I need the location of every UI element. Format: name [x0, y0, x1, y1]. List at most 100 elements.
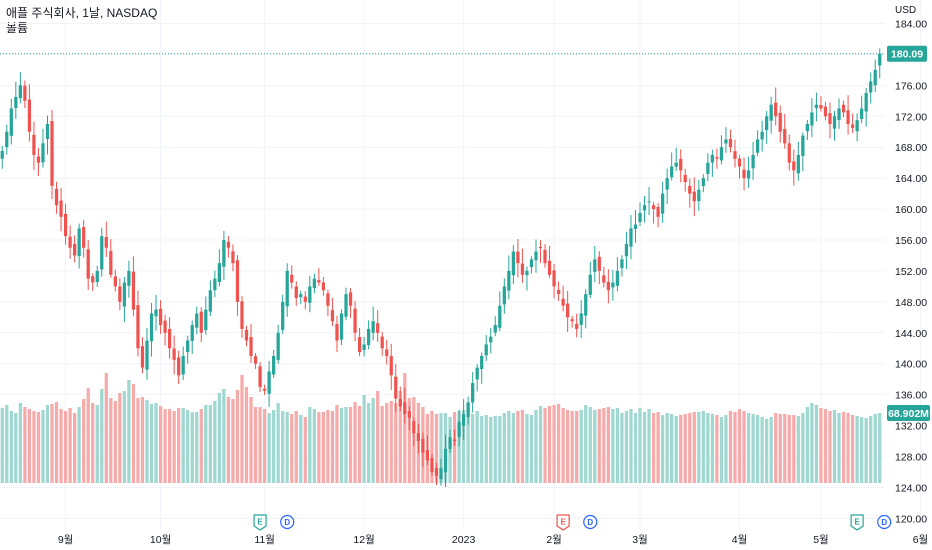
- volume-bar: [235, 390, 240, 483]
- volume-bar: [335, 405, 339, 483]
- volume-bar: [471, 414, 475, 483]
- candle-body: [606, 281, 610, 291]
- volume-bar: [688, 413, 692, 483]
- candle-body: [697, 189, 701, 202]
- volume-bar: [760, 417, 764, 483]
- candle-body: [692, 191, 696, 202]
- candle-body: [760, 131, 764, 140]
- candle-body: [190, 325, 194, 341]
- candle-body: [579, 313, 583, 325]
- volume-bar: [620, 413, 624, 483]
- volume-bar: [367, 403, 371, 483]
- candle-body: [534, 251, 538, 261]
- volume-bar: [869, 416, 873, 483]
- volume-bar: [796, 416, 800, 483]
- candle-body: [0, 151, 4, 159]
- candle-body: [272, 356, 276, 375]
- candle-body: [158, 308, 163, 326]
- dividend-marker-label: D: [284, 518, 290, 527]
- volume-bar: [177, 408, 181, 483]
- candle-body: [878, 53, 882, 66]
- candle-body: [543, 249, 547, 264]
- volume-bar: [217, 393, 221, 483]
- candle-body: [737, 158, 742, 167]
- candle-body: [552, 270, 556, 287]
- earnings-icon: [253, 514, 267, 531]
- candle-body: [398, 399, 402, 407]
- candle-body: [520, 263, 525, 275]
- volume-bar: [661, 415, 665, 483]
- volume-bar: [136, 398, 140, 483]
- volume-bar: [276, 403, 280, 483]
- volume-bar: [629, 409, 633, 483]
- volume-bar: [733, 412, 737, 483]
- volume-bar: [850, 415, 855, 483]
- candle-body: [113, 276, 117, 287]
- volume-bar: [167, 409, 172, 483]
- candle-body: [281, 301, 285, 330]
- volume-bar: [593, 410, 597, 483]
- last-price-tag: [887, 45, 927, 62]
- candle-body: [457, 421, 461, 438]
- candle-body: [633, 224, 638, 229]
- volume-bar: [104, 373, 108, 483]
- candle-body: [344, 294, 348, 317]
- x-tick-label: 9월: [58, 534, 74, 546]
- candle-body: [624, 243, 629, 257]
- volume-bar: [475, 411, 479, 483]
- volume-bar: [765, 419, 769, 483]
- candle-body: [41, 143, 45, 163]
- candle-body: [285, 270, 289, 307]
- volume-bar: [538, 406, 543, 483]
- candle-body: [493, 325, 497, 333]
- volume-bar: [63, 411, 68, 483]
- time-axis[interactable]: 9월 10월 11월 12월 2023 2월 3월 4월 5월 6월: [58, 534, 928, 546]
- volume-bar: [267, 413, 271, 483]
- candle-body: [575, 323, 579, 329]
- x-tick-label: 12월: [353, 534, 374, 546]
- candle-body: [226, 241, 231, 248]
- grid-lines: [0, 0, 921, 530]
- volume-bar: [68, 408, 72, 483]
- candle-body: [823, 106, 828, 117]
- volume-bar: [502, 413, 506, 483]
- candle-body: [841, 104, 846, 113]
- candle-body: [471, 383, 475, 403]
- volume-bar: [140, 397, 145, 483]
- volume-bar: [244, 387, 249, 483]
- volume-bars: [0, 373, 882, 483]
- candle-body: [262, 388, 267, 391]
- last-price-value: 180.09: [891, 49, 923, 61]
- candle-body: [706, 162, 710, 174]
- volume-bar: [742, 411, 746, 483]
- candle-body: [149, 313, 154, 342]
- volume-bar: [665, 413, 669, 483]
- candle-body: [380, 336, 384, 349]
- volume-bar: [172, 411, 176, 483]
- candle-body: [362, 344, 366, 350]
- candle-body: [54, 188, 59, 206]
- candle-body: [317, 279, 321, 283]
- candle-body: [167, 328, 172, 349]
- candle-body: [661, 193, 665, 214]
- candle-body: [651, 205, 656, 210]
- candle-body: [240, 301, 244, 329]
- y-tick-label: 184.00: [895, 18, 927, 30]
- volume-bar: [321, 412, 326, 483]
- volume-bar: [303, 417, 307, 483]
- volume-bar: [823, 409, 828, 483]
- candle-body: [136, 305, 140, 349]
- candle-body: [728, 139, 733, 148]
- candle-body: [769, 104, 773, 121]
- price-axis[interactable]: USD 120.00 124.00 128.00 132.00 136.00 140.00 1…: [895, 5, 927, 525]
- candle-body: [118, 286, 122, 302]
- volume-bar: [547, 406, 552, 483]
- candle-body: [647, 201, 651, 203]
- candle-body: [461, 414, 466, 426]
- y-tick-label: 176.00: [895, 80, 927, 92]
- volume-bar: [371, 398, 375, 483]
- candle-body: [765, 116, 769, 131]
- volume-bar: [525, 414, 529, 483]
